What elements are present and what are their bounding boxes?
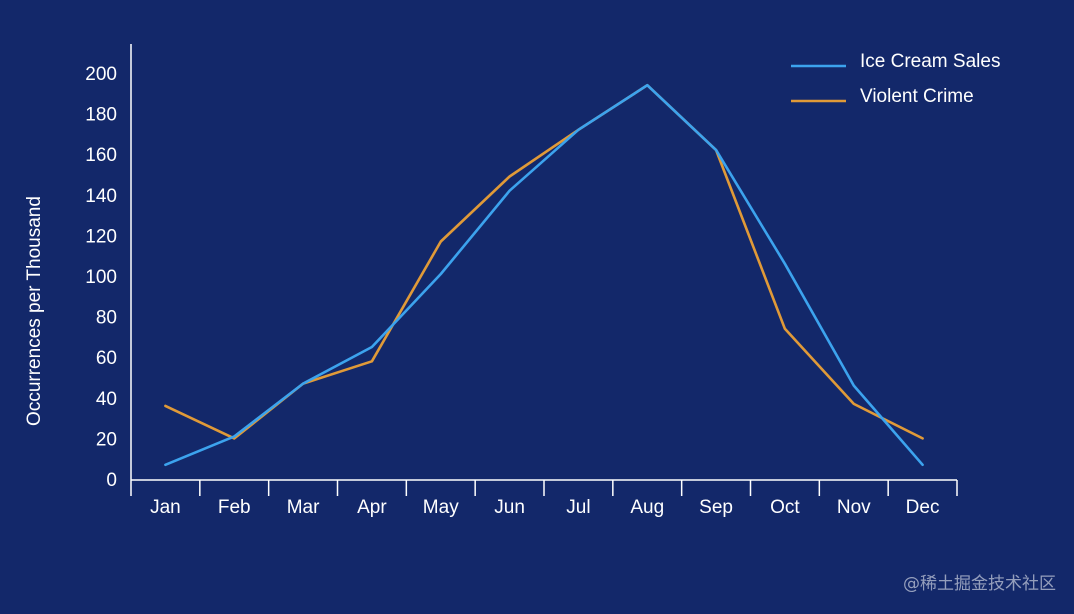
x-tick-label: Jun: [494, 497, 525, 518]
y-tick-label: 0: [106, 470, 117, 491]
x-tick-label: Jan: [150, 497, 181, 518]
y-tick-label: 200: [85, 64, 117, 85]
x-tick-label: Aug: [630, 497, 664, 518]
x-tick-label: Feb: [218, 497, 251, 518]
y-tick-label: 40: [96, 389, 117, 410]
y-tick-label: 60: [96, 348, 117, 369]
legend-label: Ice Cream Sales: [860, 51, 1000, 72]
series-line-violent-crime: [164, 83, 924, 440]
y-tick-label: 180: [85, 105, 117, 126]
legend: Ice Cream Sales Violent Crime: [791, 51, 1000, 107]
x-tick-label: Dec: [906, 497, 940, 518]
y-tick-label: 100: [85, 267, 117, 288]
y-tick-label: 80: [96, 308, 117, 329]
y-axis-ticks: 0 20 40 60 80 100 120 140 160 180 200: [85, 64, 117, 491]
x-tick-label: Nov: [837, 497, 871, 518]
y-axis-title: Occurrences per Thousand: [24, 196, 45, 426]
axes: [130, 44, 957, 481]
y-tick-label: 140: [85, 186, 117, 207]
x-tick-label: Apr: [357, 497, 387, 518]
x-tick-label: May: [423, 497, 459, 518]
legend-label: Violent Crime: [860, 86, 974, 107]
y-tick-label: 20: [96, 429, 117, 450]
series-line-ice-cream-sales: [164, 83, 924, 467]
watermark: @稀土掘金技术社区: [903, 574, 1056, 594]
x-tick-label: Jul: [566, 497, 590, 518]
x-tick-label: Oct: [770, 497, 800, 518]
x-tick-label: Sep: [699, 497, 733, 518]
x-tick-label: Mar: [287, 497, 320, 518]
x-axis-ticks: Jan Feb Mar Apr May Jun Jul Aug Sep Oct Nov Dec: [130, 480, 958, 518]
y-tick-label: 120: [85, 226, 117, 247]
series-layer: [164, 83, 924, 467]
y-tick-label: 160: [85, 145, 117, 166]
